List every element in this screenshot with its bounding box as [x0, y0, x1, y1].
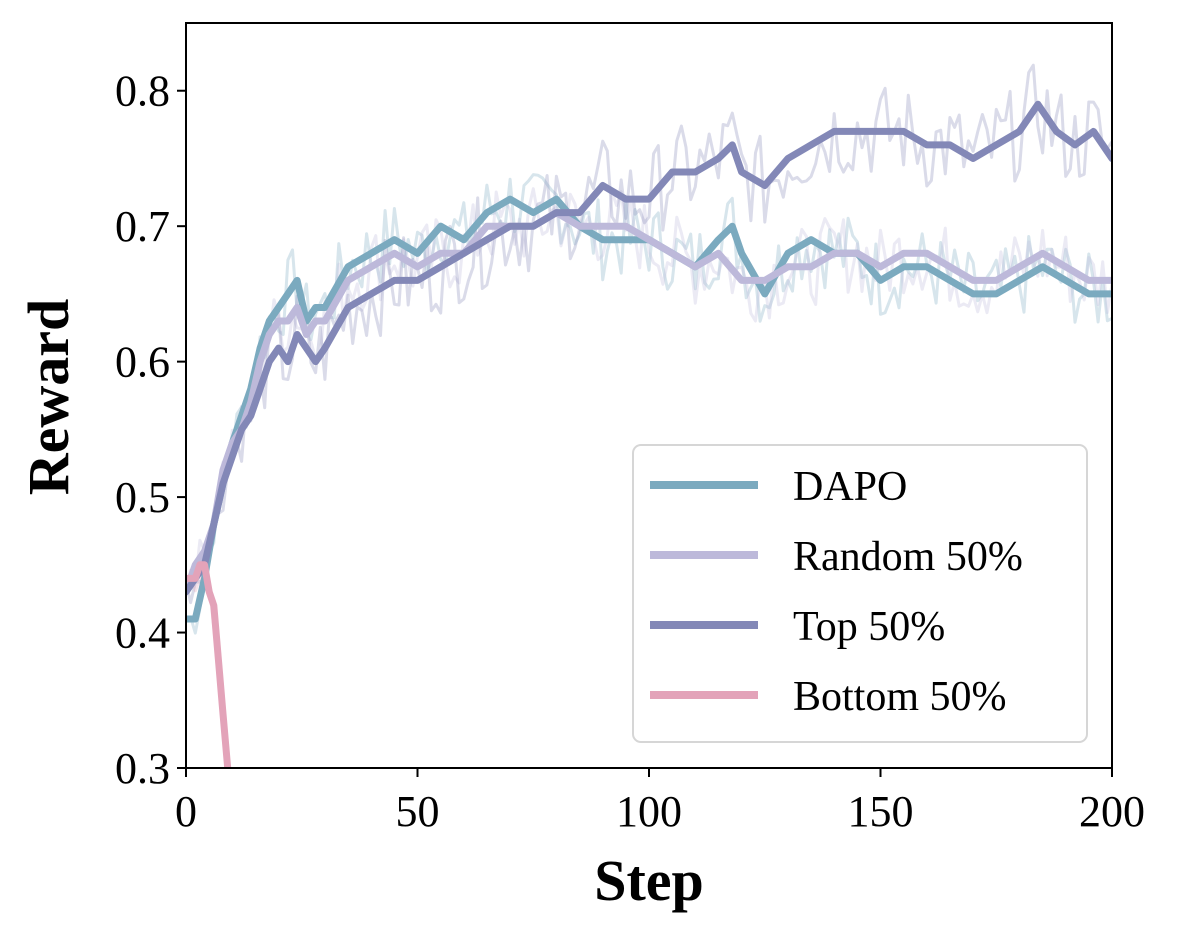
series-layer [186, 100, 1112, 768]
legend-label-top-50: Top 50% [793, 604, 945, 650]
y-tick-label: 0.7 [115, 202, 170, 251]
legend-label-random-50: Random 50% [793, 534, 1023, 580]
legend-label-bottom-50: Bottom 50% [793, 674, 1007, 720]
x-axis-title: Step [594, 848, 704, 913]
raw-trace-dapo [186, 173, 1112, 635]
y-tick-label: 0.8 [115, 67, 170, 116]
y-axis-title: Reward [16, 299, 81, 496]
series-line-bottom-50 [186, 561, 232, 768]
x-tick-label: 50 [396, 787, 440, 836]
x-tick-label: 200 [1079, 787, 1145, 836]
legend-label-dapo: DAPO [793, 464, 907, 510]
legend: DAPO Random 50% Top 50% Bottom 50% [632, 444, 1088, 743]
x-tick-label: 100 [616, 787, 682, 836]
y-tick-label: 0.3 [115, 744, 170, 793]
x-axis: 0 50 100 150 200 [175, 768, 1145, 836]
x-tick-label: 0 [175, 787, 197, 836]
y-tick-label: 0.4 [115, 609, 170, 658]
y-axis: 0.3 0.4 0.5 0.6 0.7 0.8 [115, 67, 186, 793]
series-line-dapo [186, 195, 1112, 623]
y-tick-label: 0.6 [115, 338, 170, 387]
x-tick-label: 150 [848, 787, 914, 836]
y-tick-label: 0.5 [115, 473, 170, 522]
legend-box [632, 444, 1088, 743]
series-line-top-50 [186, 100, 1112, 596]
